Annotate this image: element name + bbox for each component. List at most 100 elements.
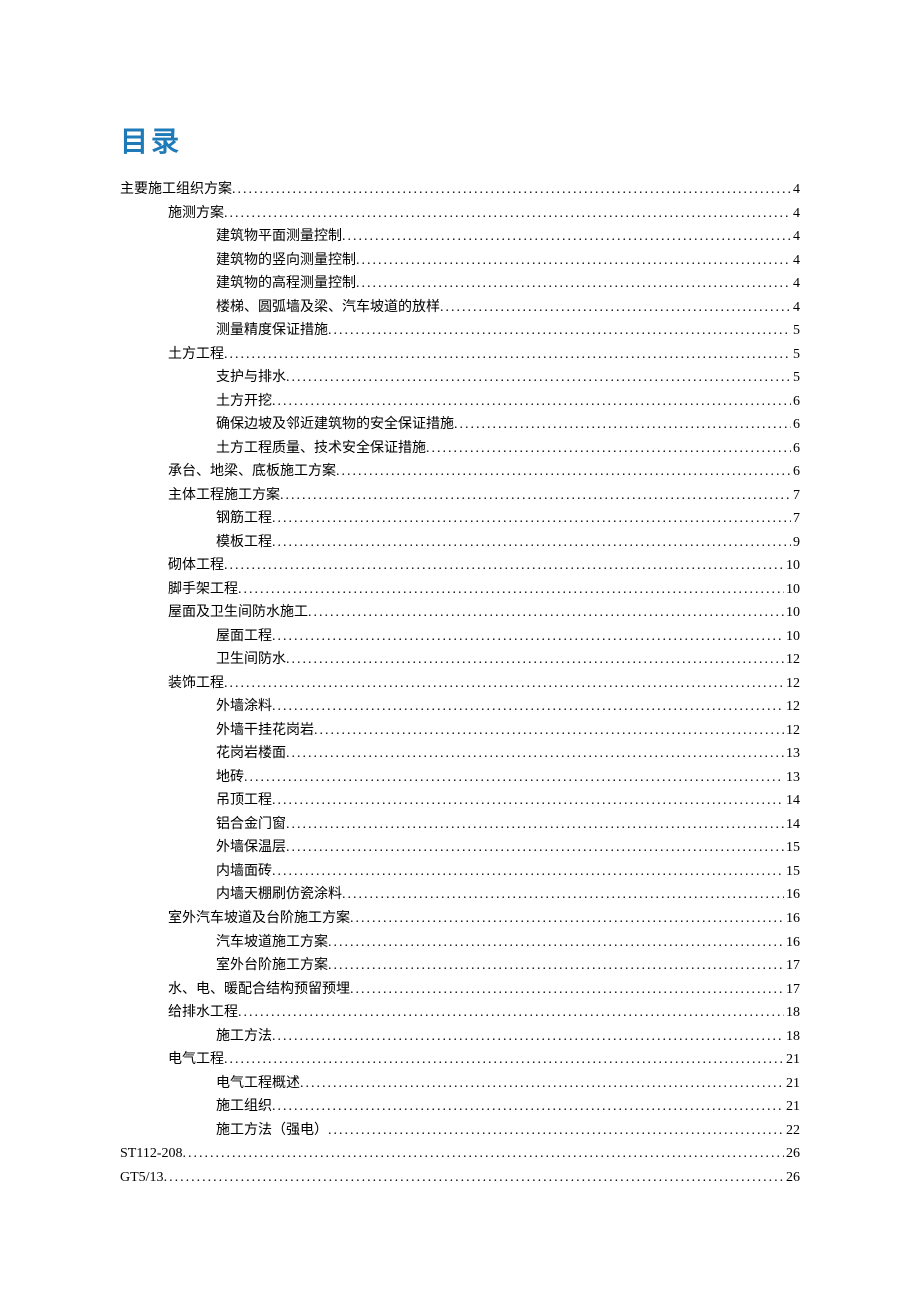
toc-entry-page: 12 — [784, 719, 800, 743]
toc-entry[interactable]: 装饰工程 12 — [120, 672, 800, 696]
toc-entry[interactable]: ST112-208 26 — [120, 1142, 800, 1166]
toc-entry[interactable]: 建筑物的竖向测量控制 4 — [120, 249, 800, 273]
toc-entry-page: 13 — [784, 766, 800, 790]
toc-entry[interactable]: 汽车坡道施工方案 16 — [120, 931, 800, 955]
toc-entry-page: 16 — [784, 931, 800, 955]
toc-entry-text: 楼梯、圆弧墙及梁、汽车坡道的放样 — [216, 296, 440, 320]
toc-entry-leader — [280, 484, 791, 508]
toc-entry[interactable]: 脚手架工程 10 — [120, 578, 800, 602]
toc-entry-text: 室外台阶施工方案 — [216, 954, 328, 978]
toc-entry-leader — [286, 742, 784, 766]
toc-entry-page: 15 — [784, 860, 800, 884]
toc-entry-leader — [182, 1142, 784, 1166]
toc-entry[interactable]: 吊顶工程 14 — [120, 789, 800, 813]
toc-entry[interactable]: 水、电、暖配合结构预留预埋 17 — [120, 978, 800, 1002]
toc-entry-page: 21 — [784, 1048, 800, 1072]
toc-entry-leader — [238, 578, 784, 602]
toc-entry[interactable]: 砌体工程 10 — [120, 554, 800, 578]
toc-entry-page: 5 — [791, 343, 800, 367]
toc-entry-text: 卫生间防水 — [216, 648, 286, 672]
toc-entry-leader — [336, 460, 791, 484]
toc-entry[interactable]: 支护与排水 5 — [120, 366, 800, 390]
toc-entry-text: 砌体工程 — [168, 554, 224, 578]
toc-entry-text: 吊顶工程 — [216, 789, 272, 813]
toc-entry-text: 施测方案 — [168, 202, 224, 226]
toc-entry[interactable]: 建筑物平面测量控制 4 — [120, 225, 800, 249]
toc-entry[interactable]: 室外台阶施工方案 17 — [120, 954, 800, 978]
toc-entry[interactable]: 施工方法 18 — [120, 1025, 800, 1049]
toc-entry-page: 10 — [784, 625, 800, 649]
toc-entry-leader — [244, 766, 784, 790]
toc-entry-page: 4 — [791, 178, 800, 202]
toc-entry[interactable]: 施工组织 21 — [120, 1095, 800, 1119]
toc-entry-page: 4 — [791, 225, 800, 249]
toc-entry[interactable]: 电气工程概述 21 — [120, 1072, 800, 1096]
toc-entry-leader — [308, 601, 784, 625]
toc-entry-leader — [342, 883, 784, 907]
toc-entry-leader — [350, 978, 784, 1002]
toc-entry[interactable]: 施工方法（强电） 22 — [120, 1119, 800, 1143]
toc-entry-leader — [314, 719, 784, 743]
toc-entry[interactable]: 外墙保温层 15 — [120, 836, 800, 860]
toc-entry-page: 21 — [784, 1072, 800, 1096]
toc-entry-leader — [272, 507, 791, 531]
toc-entry[interactable]: 外墙干挂花岗岩 12 — [120, 719, 800, 743]
toc-entry-page: 26 — [784, 1166, 800, 1190]
toc-entry[interactable]: 屋面工程 10 — [120, 625, 800, 649]
toc-entry[interactable]: 花岗岩楼面 13 — [120, 742, 800, 766]
toc-entry-leader — [454, 413, 791, 437]
toc-entry-page: 4 — [791, 296, 800, 320]
toc-entry-text: 电气工程 — [168, 1048, 224, 1072]
toc-entry-leader — [342, 225, 791, 249]
toc-entry-leader — [224, 672, 784, 696]
toc-entry[interactable]: 土方工程 5 — [120, 343, 800, 367]
toc-entry[interactable]: 土方工程质量、技术安全保证措施 6 — [120, 437, 800, 461]
toc-entry[interactable]: 建筑物的高程测量控制 4 — [120, 272, 800, 296]
toc-entry-text: 钢筋工程 — [216, 507, 272, 531]
toc-entry[interactable]: 室外汽车坡道及台阶施工方案 16 — [120, 907, 800, 931]
toc-entry[interactable]: 电气工程 21 — [120, 1048, 800, 1072]
toc-entry-page: 18 — [784, 1001, 800, 1025]
toc-entry-text: 屋面及卫生间防水施工 — [168, 601, 308, 625]
toc-entry-page: 7 — [791, 507, 800, 531]
toc-entry-text: 土方开挖 — [216, 390, 272, 414]
toc-entry-text: 施工方法 — [216, 1025, 272, 1049]
toc-entry[interactable]: 卫生间防水 12 — [120, 648, 800, 672]
toc-entry[interactable]: 主要施工组织方案 4 — [120, 178, 800, 202]
toc-entry[interactable]: 地砖 13 — [120, 766, 800, 790]
toc-entry[interactable]: 确保边坡及邻近建筑物的安全保证措施 6 — [120, 413, 800, 437]
toc-entry-page: 13 — [784, 742, 800, 766]
toc-entry-text: 承台、地梁、底板施工方案 — [168, 460, 336, 484]
toc-entry[interactable]: 主体工程施工方案 7 — [120, 484, 800, 508]
toc-entry-leader — [300, 1072, 784, 1096]
toc-entry-leader — [272, 789, 784, 813]
toc-entry-text: 地砖 — [216, 766, 244, 790]
toc-entry-page: 7 — [791, 484, 800, 508]
toc-entry-page: 12 — [784, 695, 800, 719]
toc-entry[interactable]: 内墙天棚刷仿瓷涂料 16 — [120, 883, 800, 907]
toc-entry[interactable]: 土方开挖 6 — [120, 390, 800, 414]
toc-entry[interactable]: GT5/13 26 — [120, 1166, 800, 1190]
toc-entry[interactable]: 屋面及卫生间防水施工 10 — [120, 601, 800, 625]
toc-entry-page: 12 — [784, 672, 800, 696]
toc-entry-leader — [232, 178, 791, 202]
toc-entry[interactable]: 钢筋工程 7 — [120, 507, 800, 531]
toc-entry-leader — [272, 1025, 784, 1049]
toc-entry-text: 外墙干挂花岗岩 — [216, 719, 314, 743]
toc-entry-text: 模板工程 — [216, 531, 272, 555]
toc-entry[interactable]: 铝合金门窗 14 — [120, 813, 800, 837]
toc-entry[interactable]: 测量精度保证措施 5 — [120, 319, 800, 343]
toc-entry[interactable]: 内墙面砖 15 — [120, 860, 800, 884]
toc-entry[interactable]: 给排水工程 18 — [120, 1001, 800, 1025]
toc-entry[interactable]: 楼梯、圆弧墙及梁、汽车坡道的放样 4 — [120, 296, 800, 320]
toc-entry[interactable]: 施测方案 4 — [120, 202, 800, 226]
toc-entry-page: 4 — [791, 202, 800, 226]
toc-entry-text: GT5/13 — [120, 1166, 164, 1190]
toc-entry-text: 测量精度保证措施 — [216, 319, 328, 343]
toc-entry[interactable]: 外墙涂料 12 — [120, 695, 800, 719]
toc-entry[interactable]: 模板工程 9 — [120, 531, 800, 555]
toc-entry-page: 10 — [784, 554, 800, 578]
toc-entry[interactable]: 承台、地梁、底板施工方案 6 — [120, 460, 800, 484]
toc-entry-text: 内墙天棚刷仿瓷涂料 — [216, 883, 342, 907]
toc-entry-page: 6 — [791, 460, 800, 484]
